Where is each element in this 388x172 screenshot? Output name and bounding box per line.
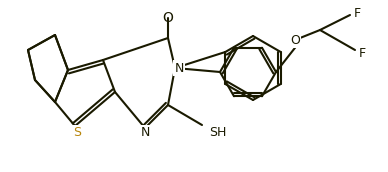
Text: S: S	[73, 126, 81, 139]
Text: F: F	[353, 7, 360, 19]
Text: F: F	[359, 46, 365, 60]
Text: SH: SH	[209, 126, 227, 139]
Text: N: N	[174, 62, 184, 74]
Text: O: O	[290, 34, 300, 46]
Text: N: N	[140, 126, 150, 139]
Text: O: O	[163, 11, 173, 25]
